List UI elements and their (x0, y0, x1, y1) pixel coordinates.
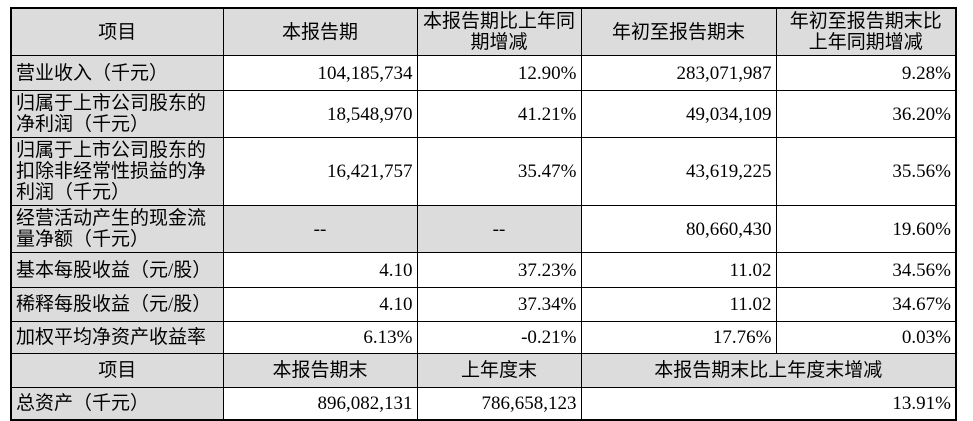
header-ytd-yoy: 年初至报告期末比上年同期增减 (775, 7, 957, 56)
row-value: 36.20% (775, 90, 957, 138)
row-value: 283,071,987 (580, 55, 777, 91)
row-value: 17.76% (580, 321, 777, 354)
row-item-label: 总资产（千元） (10, 387, 224, 420)
row-value: 11.02 (580, 287, 777, 322)
row-value: 4.10 (222, 252, 418, 288)
row-value: 43,619,225 (580, 137, 777, 206)
table-row-basic-eps: 基本每股收益（元/股） 4.10 37.23% 11.02 34.56% (10, 252, 957, 288)
row-value: 11.02 (580, 252, 777, 288)
table-row-diluted-eps: 稀释每股收益（元/股） 4.10 37.34% 11.02 34.67% (10, 287, 957, 322)
row-value: 12.90% (416, 55, 582, 91)
row-value: 19.60% (775, 205, 957, 253)
row-item-label: 归属于上市公司股东的净利润（千元） (10, 90, 224, 138)
row-value-not-applicable: -- (416, 205, 582, 253)
row-value: 4.10 (222, 287, 418, 322)
row-value: 6.13% (222, 321, 418, 354)
row-value-not-applicable: -- (222, 205, 418, 253)
header-change-vs-prior-year-end: 本报告期末比上年度末增减 (580, 353, 957, 388)
balance-header-row: 项目 本报告期末 上年度末 本报告期末比上年度末增减 (10, 353, 957, 388)
row-value: 16,421,757 (222, 137, 418, 206)
row-value: 49,034,109 (580, 90, 777, 138)
row-value: 37.23% (416, 252, 582, 288)
row-value: 13.91% (580, 387, 957, 420)
row-value: 34.67% (775, 287, 957, 322)
row-value: 35.56% (775, 137, 957, 206)
row-item-label: 加权平均净资产收益率 (10, 321, 224, 354)
header-end-of-period: 本报告期末 (222, 353, 418, 388)
row-value: 0.03% (775, 321, 957, 354)
row-item-label: 稀释每股收益（元/股） (10, 287, 224, 322)
row-item-label: 归属于上市公司股东的扣除非经常性损益的净利润（千元） (10, 137, 224, 206)
table-row-total-assets: 总资产（千元） 896,082,131 786,658,123 13.91% (10, 387, 957, 420)
quarterly-header-row: 项目 本报告期 本报告期比上年同期增减 年初至报告期末 年初至报告期末比上年同期… (10, 7, 957, 56)
row-value: 41.21% (416, 90, 582, 138)
row-value: 786,658,123 (416, 387, 582, 420)
header-end-of-prior-year: 上年度末 (416, 353, 582, 388)
header-current-period-yoy: 本报告期比上年同期增减 (416, 7, 582, 56)
row-value: 80,660,430 (580, 205, 777, 253)
row-value: 18,548,970 (222, 90, 418, 138)
row-value: 896,082,131 (222, 387, 418, 420)
table-row-operating-cash-flow: 经营活动产生的现金流量净额（千元） -- -- 80,660,430 19.60… (10, 205, 957, 253)
row-value: 35.47% (416, 137, 582, 206)
row-value: 104,185,734 (222, 55, 418, 91)
row-value: 9.28% (775, 55, 957, 91)
row-item-label: 经营活动产生的现金流量净额（千元） (10, 205, 224, 253)
header-item: 项目 (10, 353, 224, 388)
row-value: -0.21% (416, 321, 582, 354)
row-item-label: 基本每股收益（元/股） (10, 252, 224, 288)
financial-summary-table: 项目 本报告期 本报告期比上年同期增减 年初至报告期末 年初至报告期末比上年同期… (10, 7, 957, 421)
header-ytd: 年初至报告期末 (580, 7, 777, 56)
table-row-weighted-avg-roe: 加权平均净资产收益率 6.13% -0.21% 17.76% 0.03% (10, 321, 957, 354)
table-row-net-profit-excl-nonrecurring: 归属于上市公司股东的扣除非经常性损益的净利润（千元） 16,421,757 35… (10, 137, 957, 206)
row-value: 37.34% (416, 287, 582, 322)
row-value: 34.56% (775, 252, 957, 288)
header-current-period: 本报告期 (222, 7, 418, 56)
table-row-revenue: 营业收入（千元） 104,185,734 12.90% 283,071,987 … (10, 55, 957, 91)
row-item-label: 营业收入（千元） (10, 55, 224, 91)
header-item: 项目 (10, 7, 224, 56)
table-row-net-profit: 归属于上市公司股东的净利润（千元） 18,548,970 41.21% 49,0… (10, 90, 957, 138)
